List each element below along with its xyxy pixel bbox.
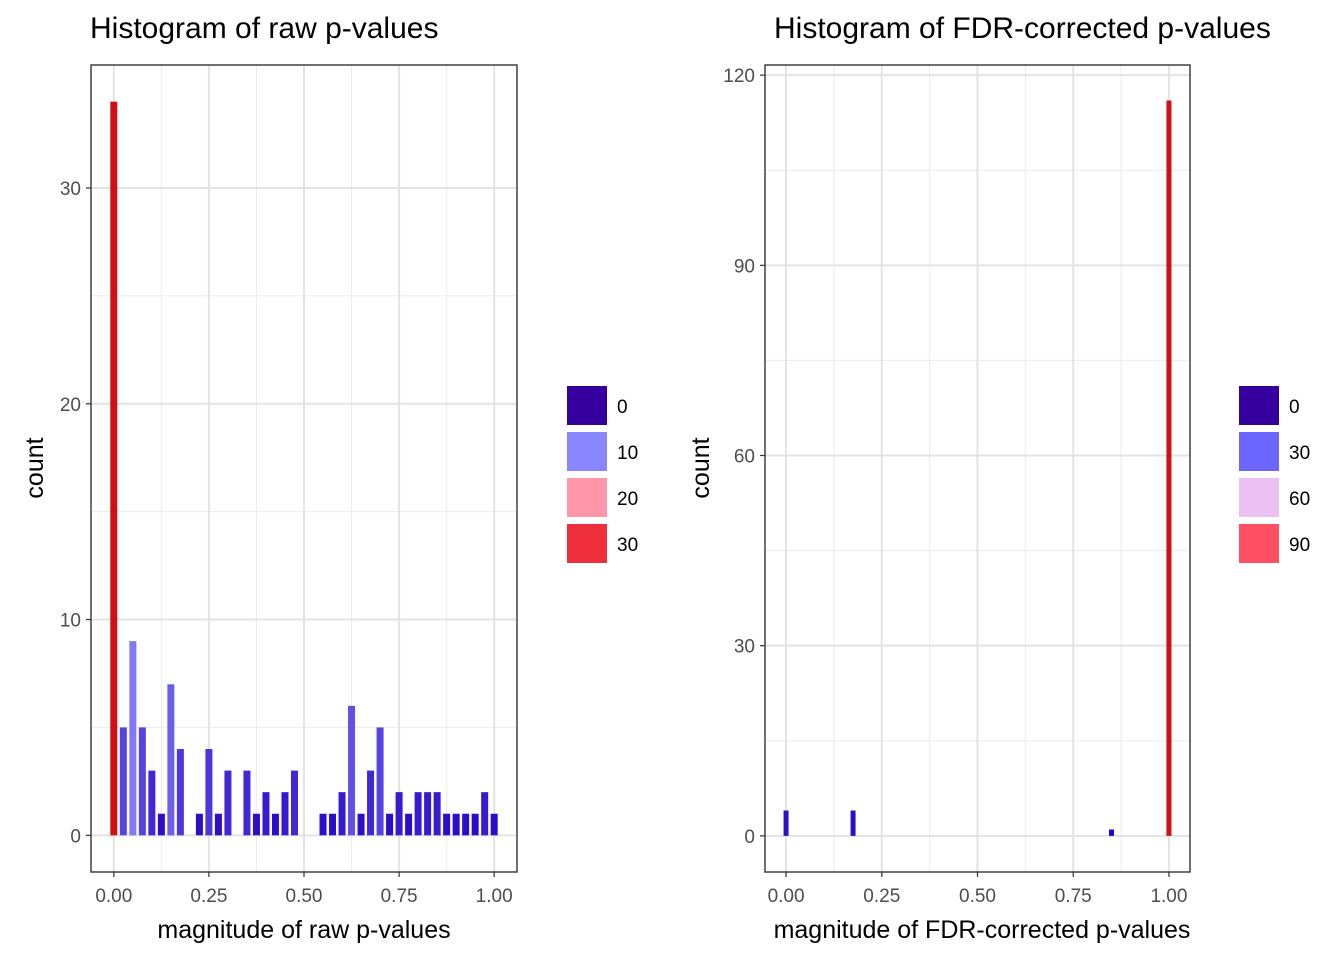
legend-label: 30 (617, 535, 638, 556)
histogram-bar (348, 705, 356, 836)
axis-ticks: 0.00 0.25 0.50 0.75 1.00 0 30 60 90 120 (723, 66, 1187, 907)
histogram-bar (214, 813, 222, 836)
histogram-bar (367, 770, 375, 836)
y-tick-label: 30 (734, 637, 755, 658)
legend-swatch (1239, 432, 1279, 471)
legend-label: 20 (617, 489, 638, 510)
axis-ticks: 0.00 0.25 0.50 0.75 1.00 0 10 20 30 (60, 179, 513, 907)
x-tick-label: 0.50 (959, 886, 996, 907)
histogram-bar (471, 813, 479, 836)
x-tick-label: 0.75 (1055, 886, 1092, 907)
x-tick-label: 0.25 (863, 886, 900, 907)
x-tick-label: 0.75 (381, 886, 418, 907)
legend-swatch (567, 524, 607, 563)
legend-swatch (1239, 386, 1279, 425)
legend-label: 90 (1289, 535, 1310, 556)
histogram-bar (129, 641, 137, 836)
legend-swatch (567, 386, 607, 425)
x-tick-label: 0.00 (95, 886, 132, 907)
histogram-bar (357, 813, 365, 836)
legend-swatch (1239, 478, 1279, 517)
legend-swatch (567, 432, 607, 471)
histogram-bar (395, 792, 403, 836)
y-tick-label: 0 (70, 826, 81, 847)
histogram-bar (262, 792, 270, 836)
x-axis-label: magnitude of raw p-values (157, 916, 450, 944)
x-axis-label: magnitude of FDR-corrected p-values (774, 916, 1191, 944)
histogram-bar (319, 813, 327, 836)
legend-label: 0 (1289, 397, 1300, 418)
histogram-bar (481, 792, 489, 836)
chart-title: Histogram of FDR-corrected p-values (774, 12, 1271, 45)
histogram-bar (338, 792, 346, 836)
histogram-bar (462, 813, 470, 836)
histogram-bar (850, 810, 856, 836)
y-tick-label: 60 (734, 447, 755, 468)
histogram-bar (138, 727, 146, 836)
histogram-bar (252, 813, 260, 836)
legend-swatch (1239, 524, 1279, 563)
legend-swatch (567, 478, 607, 517)
histogram-bar (376, 727, 384, 836)
legend-label: 60 (1289, 489, 1310, 510)
y-tick-label: 90 (734, 256, 755, 277)
x-tick-label: 0.50 (286, 886, 323, 907)
histogram-bar (1166, 100, 1172, 836)
x-tick-label: 1.00 (1150, 886, 1187, 907)
y-tick-label: 30 (60, 179, 81, 200)
histogram-bar (281, 792, 289, 836)
chart-title: Histogram of raw p-values (90, 12, 438, 45)
histogram-bar (243, 770, 251, 836)
histogram-bar (110, 101, 118, 836)
x-tick-label: 1.00 (476, 886, 513, 907)
histogram-bar (205, 749, 213, 836)
y-tick-label: 20 (60, 395, 81, 416)
histogram-bar (176, 749, 184, 836)
y-axis-label: count (687, 437, 715, 498)
legend: 0 30 60 90 (1239, 386, 1310, 563)
histogram-bar (433, 792, 441, 836)
histogram-bar (329, 813, 337, 836)
histogram-bar (148, 770, 156, 836)
histogram-bar (119, 727, 127, 836)
y-tick-label: 10 (60, 611, 81, 632)
histogram-bar (783, 810, 789, 836)
histogram-bar (405, 813, 413, 836)
histogram-bar (290, 770, 298, 836)
legend-label: 10 (617, 443, 638, 464)
y-tick-label: 0 (744, 827, 755, 848)
legend-label: 30 (1289, 443, 1310, 464)
histogram-bar (1109, 829, 1115, 836)
histogram-bar (386, 813, 394, 836)
histogram-bar (490, 813, 498, 836)
y-axis-label: count (21, 437, 49, 498)
histogram-bar (224, 770, 232, 836)
histogram-bar (271, 813, 279, 836)
legend-label: 0 (617, 397, 628, 418)
histogram-bar (443, 813, 451, 836)
x-tick-label: 0.00 (768, 886, 805, 907)
histogram-bars (783, 100, 1172, 836)
histogram-bar (452, 813, 460, 836)
histogram-bar (157, 813, 165, 836)
histogram-bar (424, 792, 432, 836)
x-tick-label: 0.25 (190, 886, 227, 907)
histogram-bar (167, 684, 175, 836)
chart-fdr-pvalues: Histogram of FDR-corrected p-values 0.00… (687, 12, 1310, 944)
histogram-bars (110, 101, 498, 836)
legend: 0 10 20 30 (567, 386, 638, 563)
histogram-bar (195, 813, 203, 836)
y-tick-label: 120 (723, 66, 755, 87)
histogram-bar (414, 792, 422, 836)
chart-raw-pvalues: Histogram of raw p-values 0.00 0.25 0.50 0.… (21, 12, 638, 944)
